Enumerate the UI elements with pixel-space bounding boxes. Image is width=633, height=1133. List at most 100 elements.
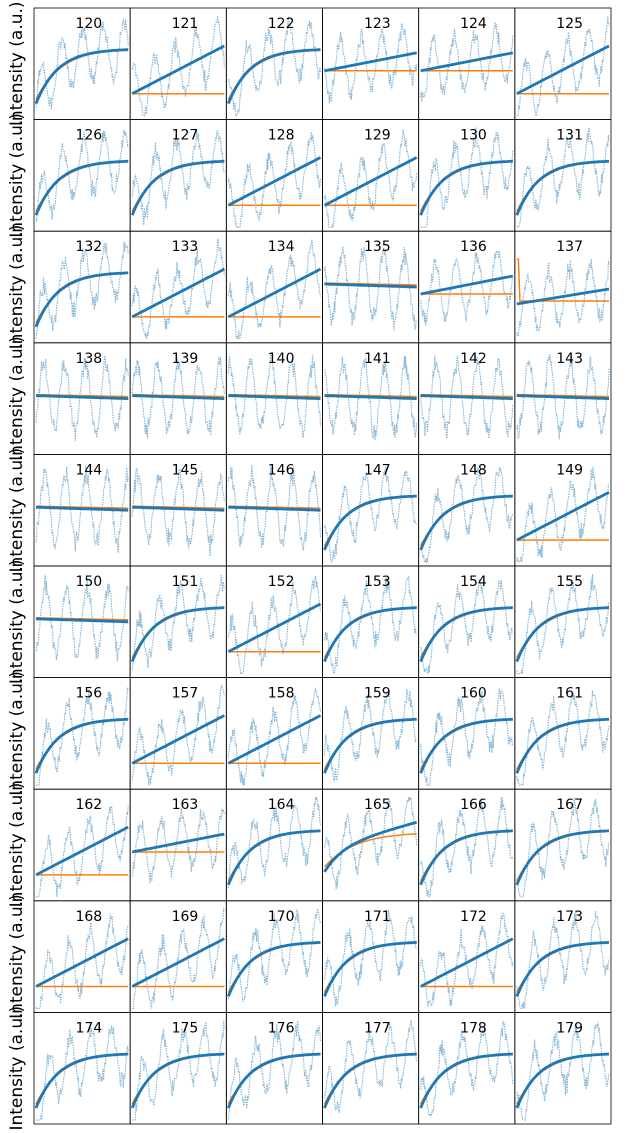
panel-title: 150 xyxy=(75,574,102,590)
panel-title: 139 xyxy=(172,351,199,367)
fit-line-orange xyxy=(323,833,417,868)
panel: 170 xyxy=(225,900,323,1013)
panel: 129 xyxy=(322,119,420,232)
data-series xyxy=(132,1020,225,1121)
fit-line-blue xyxy=(516,44,610,95)
data-series xyxy=(227,797,322,889)
fit-line-blue xyxy=(515,829,609,886)
panel: 137 xyxy=(514,230,612,344)
panel-title: 154 xyxy=(460,574,487,590)
panel-title: 177 xyxy=(364,1020,391,1036)
panel-title: 120 xyxy=(75,16,102,32)
panel: 136 xyxy=(418,230,516,344)
panel-title: 153 xyxy=(364,574,391,590)
panel: 131 xyxy=(514,119,612,232)
panel: 124 xyxy=(418,7,516,120)
panel: 173 xyxy=(514,900,612,1013)
data-series xyxy=(516,797,610,898)
panel: 128 xyxy=(225,119,323,232)
panel-title: 178 xyxy=(460,1020,487,1036)
data-series xyxy=(36,803,129,898)
data-series xyxy=(227,132,322,228)
data-series xyxy=(131,807,225,884)
fit-line-blue xyxy=(132,505,225,512)
panel: 178 xyxy=(418,1012,516,1125)
data-series xyxy=(420,797,514,898)
panel-title: 134 xyxy=(268,239,295,255)
panel-title: 138 xyxy=(75,351,102,367)
panel: 168 xyxy=(33,900,131,1013)
fit-line-blue xyxy=(227,829,321,886)
panel: 175 xyxy=(129,1012,227,1125)
panel-title: 124 xyxy=(460,16,487,32)
fit-line-blue xyxy=(227,156,322,207)
data-series xyxy=(420,578,514,675)
panel-title: 166 xyxy=(460,797,487,813)
data-series xyxy=(35,17,129,109)
panel: 120 xyxy=(33,7,131,120)
data-series xyxy=(516,909,610,1009)
panel: 140 xyxy=(225,342,323,455)
panel-title: 137 xyxy=(556,239,583,255)
panel: 152 xyxy=(225,565,323,678)
panel: 134 xyxy=(225,230,323,344)
fit-line-blue xyxy=(34,271,129,328)
panel-title: 176 xyxy=(268,1020,295,1036)
panel: 161 xyxy=(514,677,612,790)
panel: 166 xyxy=(418,788,516,902)
panel-title: 171 xyxy=(364,909,391,925)
panel-title: 142 xyxy=(460,351,487,367)
fit-line-blue xyxy=(35,505,129,512)
data-series xyxy=(131,575,225,670)
panel-title: 122 xyxy=(268,16,295,32)
data-series xyxy=(323,909,418,1007)
y-axis-label: Intensity (a.u.) xyxy=(7,671,27,796)
data-series xyxy=(36,1025,129,1121)
panel-frame xyxy=(514,1012,612,1125)
panel-title: 123 xyxy=(364,16,391,32)
panel: 138 xyxy=(33,342,131,455)
fit-line-blue xyxy=(515,717,609,774)
panel-title: 170 xyxy=(268,909,295,925)
fit-line-blue xyxy=(419,159,513,216)
panel-title: 155 xyxy=(556,574,583,590)
panel-title: 136 xyxy=(460,239,487,255)
data-series xyxy=(323,246,418,331)
data-series xyxy=(131,15,225,117)
panel-title: 162 xyxy=(75,797,102,813)
fit-line-blue xyxy=(515,606,609,663)
panel: 132 xyxy=(33,230,131,344)
panel: 149 xyxy=(514,453,612,567)
fit-line-blue xyxy=(35,825,129,877)
fit-line-blue xyxy=(515,1052,609,1109)
panel: 126 xyxy=(33,119,131,232)
y-axis-label: Intensity (a.u.) xyxy=(7,783,27,908)
fit-line-blue xyxy=(419,606,513,663)
panel-title: 145 xyxy=(172,462,199,478)
panel: 130 xyxy=(418,119,516,232)
panel-title: 179 xyxy=(556,1020,583,1036)
fit-line-blue xyxy=(419,717,513,774)
data-series xyxy=(420,127,514,228)
data-series xyxy=(131,685,225,786)
y-axis-label: Intensity (a.u.) xyxy=(7,225,27,350)
data-series xyxy=(131,130,225,226)
fit-line-blue xyxy=(227,602,322,653)
panel-title: 173 xyxy=(556,909,583,925)
data-series xyxy=(420,250,514,326)
fit-line-blue xyxy=(228,394,321,400)
panel-title: 149 xyxy=(556,462,583,478)
panel: 179 xyxy=(514,1012,612,1125)
data-series xyxy=(35,241,129,339)
fit-line-blue xyxy=(420,274,514,296)
panel: 153 xyxy=(322,565,420,678)
panel-title: 168 xyxy=(75,909,102,925)
panel: 154 xyxy=(418,565,516,678)
panel-title: 131 xyxy=(556,128,583,144)
panel: 122 xyxy=(225,7,323,120)
panel: 158 xyxy=(225,677,323,790)
fit-line-blue xyxy=(323,820,418,873)
panel: 133 xyxy=(129,230,227,344)
fit-line-blue xyxy=(419,829,513,886)
data-series xyxy=(516,353,610,440)
